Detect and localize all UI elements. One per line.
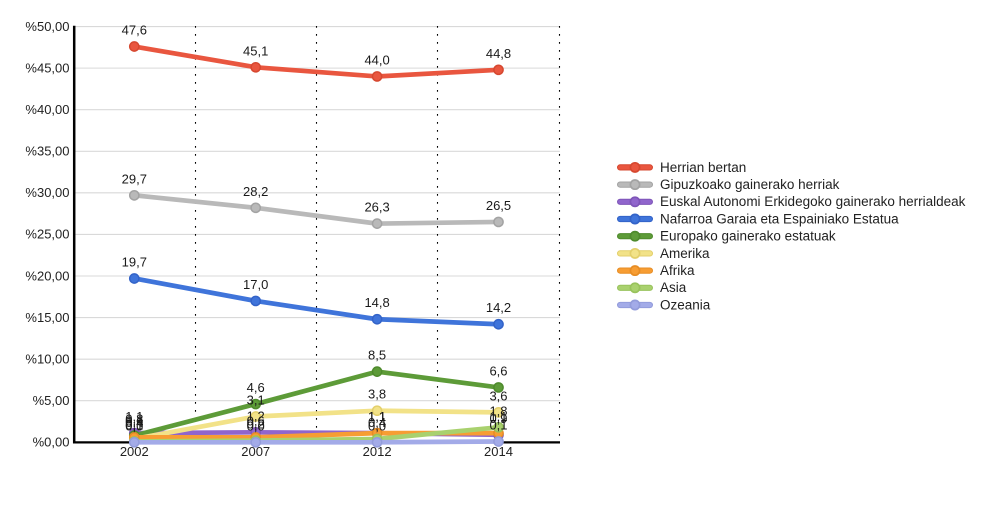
svg-text:1,1: 1,1 bbox=[125, 409, 143, 424]
svg-text:0,0: 0,0 bbox=[247, 418, 265, 433]
svg-text:6,6: 6,6 bbox=[489, 363, 507, 378]
svg-text:0,0: 0,0 bbox=[368, 418, 386, 433]
svg-text:%0,00: %0,00 bbox=[33, 435, 70, 450]
svg-text:0,4: 0,4 bbox=[368, 415, 386, 430]
svg-text:2014: 2014 bbox=[484, 444, 513, 459]
svg-text:%35,00: %35,00 bbox=[25, 144, 69, 159]
svg-text:%50,00: %50,00 bbox=[25, 19, 69, 34]
svg-text:%30,00: %30,00 bbox=[25, 185, 69, 200]
svg-text:3,8: 3,8 bbox=[368, 387, 386, 402]
svg-text:%10,00: %10,00 bbox=[25, 351, 69, 366]
svg-text:4,6: 4,6 bbox=[247, 380, 265, 395]
svg-text:26,5: 26,5 bbox=[486, 198, 511, 213]
svg-text:1,1: 1,1 bbox=[368, 409, 386, 424]
svg-text:1,1: 1,1 bbox=[368, 409, 386, 424]
svg-text:2007: 2007 bbox=[241, 444, 270, 459]
svg-text:0,1: 0,1 bbox=[125, 418, 143, 433]
svg-text:0,6: 0,6 bbox=[247, 413, 265, 428]
svg-text:0,4: 0,4 bbox=[125, 415, 143, 430]
svg-text:%45,00: %45,00 bbox=[25, 60, 69, 75]
svg-text:2012: 2012 bbox=[363, 444, 392, 459]
svg-text:%20,00: %20,00 bbox=[25, 268, 69, 283]
svg-text:17,0: 17,0 bbox=[243, 277, 268, 292]
svg-text:%40,00: %40,00 bbox=[25, 102, 69, 117]
svg-text:Gipuzkoako gainerako herriak: Gipuzkoako gainerako herriak bbox=[660, 177, 840, 192]
svg-text:Asia: Asia bbox=[660, 280, 687, 295]
svg-text:0,0: 0,0 bbox=[125, 418, 143, 433]
svg-text:1,8: 1,8 bbox=[489, 403, 507, 418]
svg-text:Europako gainerako estatuak: Europako gainerako estatuak bbox=[660, 229, 836, 244]
svg-text:26,3: 26,3 bbox=[364, 200, 389, 215]
svg-text:Herrian bertan: Herrian bertan bbox=[660, 160, 746, 175]
svg-text:0,9: 0,9 bbox=[489, 411, 507, 426]
svg-text:Nafarroa Garaia eta Espainiako: Nafarroa Garaia eta Espainiako Estatua bbox=[660, 211, 899, 226]
svg-text:%25,00: %25,00 bbox=[25, 227, 69, 242]
svg-text:44,0: 44,0 bbox=[364, 52, 389, 67]
svg-text:1,1: 1,1 bbox=[489, 409, 507, 424]
svg-text:Ozeania: Ozeania bbox=[660, 297, 711, 312]
svg-text:Amerika: Amerika bbox=[660, 246, 710, 261]
svg-text:47,6: 47,6 bbox=[122, 23, 147, 38]
svg-text:Afrika: Afrika bbox=[660, 263, 695, 278]
svg-text:45,1: 45,1 bbox=[243, 43, 268, 58]
svg-text:%5,00: %5,00 bbox=[33, 393, 70, 408]
svg-text:0,8: 0,8 bbox=[125, 412, 143, 427]
svg-text:0,6: 0,6 bbox=[125, 413, 143, 428]
svg-text:1,2: 1,2 bbox=[247, 408, 265, 423]
svg-text:3,6: 3,6 bbox=[489, 388, 507, 403]
svg-text:14,2: 14,2 bbox=[486, 300, 511, 315]
svg-text:44,8: 44,8 bbox=[486, 46, 511, 61]
svg-text:14,8: 14,8 bbox=[364, 295, 389, 310]
svg-text:29,7: 29,7 bbox=[122, 171, 147, 186]
svg-text:2002: 2002 bbox=[120, 444, 149, 459]
svg-text:Euskal Autonomi Erkidegoko gai: Euskal Autonomi Erkidegoko gainerako her… bbox=[660, 194, 966, 209]
svg-text:0,1: 0,1 bbox=[489, 418, 507, 433]
svg-text:0,2: 0,2 bbox=[247, 417, 265, 432]
svg-text:28,2: 28,2 bbox=[243, 184, 268, 199]
svg-text:3,1: 3,1 bbox=[247, 393, 265, 408]
svg-text:8,5: 8,5 bbox=[368, 348, 386, 363]
svg-text:%15,00: %15,00 bbox=[25, 310, 69, 325]
svg-text:19,7: 19,7 bbox=[122, 255, 147, 270]
